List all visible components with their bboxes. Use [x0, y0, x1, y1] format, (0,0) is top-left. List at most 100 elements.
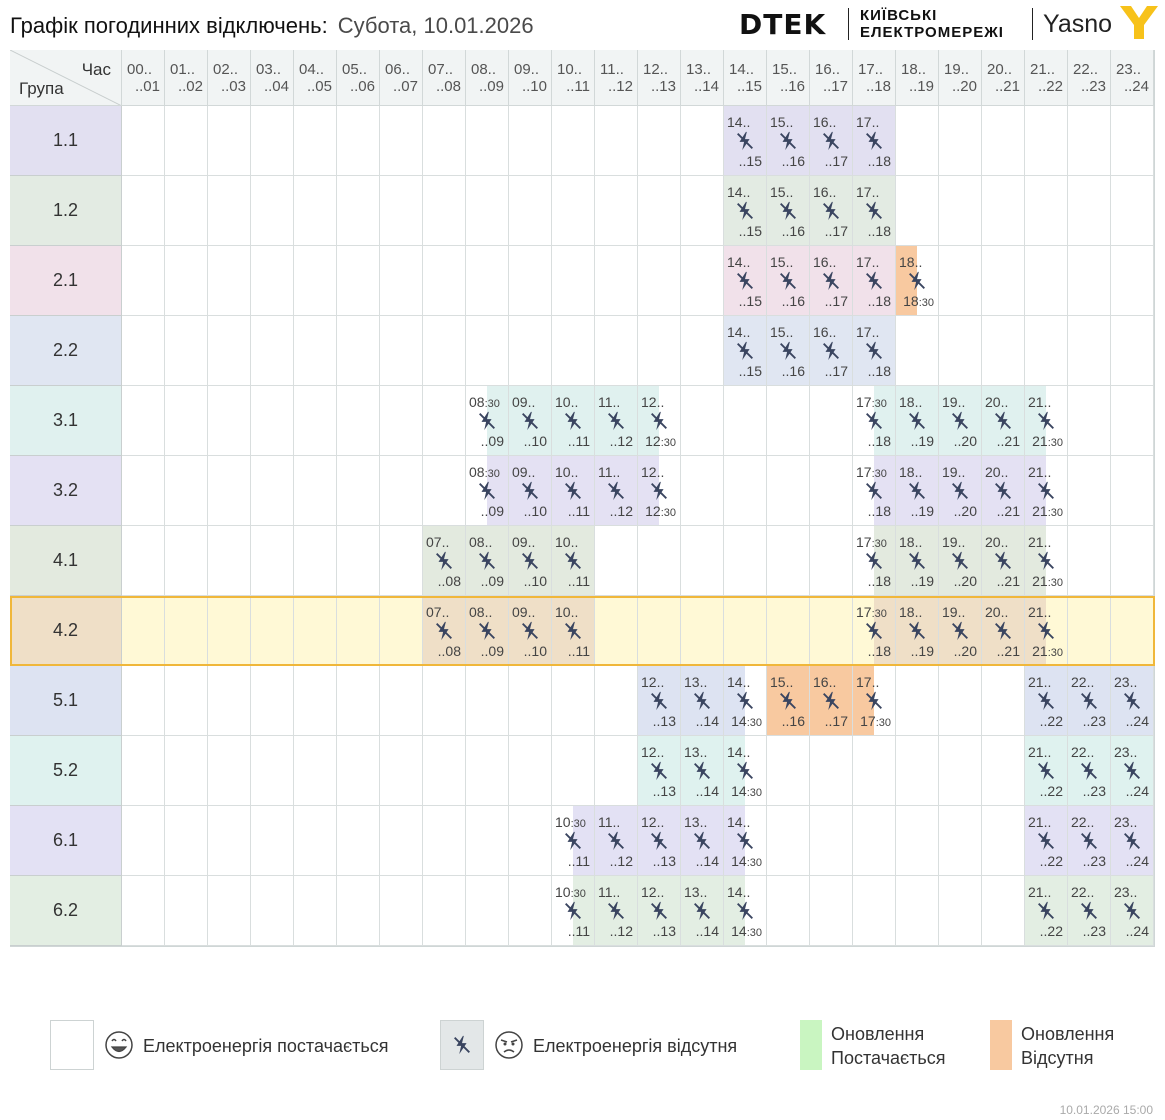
outage-start: 10..: [555, 534, 578, 550]
schedule-cell: [509, 806, 552, 876]
outage-start: 20..: [985, 464, 1008, 480]
outage-cell: 19.. ..20: [939, 386, 982, 456]
outage-end: ..14: [696, 713, 719, 729]
outage-end: ..11: [568, 573, 590, 589]
schedule-cell: [509, 876, 552, 946]
schedule-cell: [208, 596, 251, 666]
outage-start-hour: 10..: [555, 464, 579, 480]
outage-start-hour: 16..: [813, 114, 837, 130]
outage-start-hour: 12..: [641, 464, 665, 480]
schedule-cell: [896, 666, 939, 736]
schedule-cell: [638, 176, 681, 246]
no-power-icon: [820, 200, 842, 222]
outage-end-hour: ..24: [1125, 783, 1149, 799]
outage-start: 18..: [899, 534, 922, 550]
schedule-cell: [251, 876, 294, 946]
schedule-cell: [767, 736, 810, 806]
outage-end-minutes: :30: [1047, 437, 1063, 449]
outage-start-hour: 12..: [641, 674, 665, 690]
outage-end-hour: ..20: [953, 503, 977, 519]
outage-end: ..22: [1040, 783, 1063, 799]
outage-end-hour: 12: [645, 503, 661, 519]
no-power-icon: [562, 900, 584, 922]
outage-end: ..13: [653, 713, 676, 729]
outage-start-hour: 08..: [469, 534, 493, 550]
hour-header: 04.. ..05: [294, 50, 337, 106]
outage-fill: [724, 806, 745, 875]
no-power-icon: [454, 1035, 470, 1055]
outage-start: 12..: [641, 394, 664, 410]
outage-end-hour: ..11: [567, 643, 590, 659]
hour-end: ..19: [908, 78, 934, 95]
outage-start: 17..: [856, 674, 879, 690]
schedule-cell: [724, 386, 767, 456]
outage-start: 14..: [727, 254, 750, 270]
outage-cell: 22.. ..23: [1068, 666, 1111, 736]
outage-end-hour: ..23: [1082, 853, 1106, 869]
outage-start: 23..: [1114, 814, 1137, 830]
hour-start: 19..: [944, 61, 970, 78]
schedule-cell: [208, 666, 251, 736]
schedule-cell: [122, 526, 165, 596]
outage-end: 21:30: [1032, 503, 1063, 519]
legend: Електроенергія постачається Електроенерг…: [0, 1010, 1165, 1080]
schedule-cell: [294, 456, 337, 526]
outage-start: 12..: [641, 744, 664, 760]
schedule-cell: [982, 106, 1025, 176]
outage-start: 21..: [1028, 394, 1051, 410]
outage-cell: 11.. ..12: [595, 456, 638, 526]
schedule-cell: [1068, 596, 1111, 666]
outage-end-hour: ..16: [781, 293, 805, 309]
outage-end-hour: ..21: [996, 573, 1020, 589]
outage-end: ..09: [481, 433, 504, 449]
outage-cell: 19.. ..20: [939, 456, 982, 526]
schedule-cell: [423, 736, 466, 806]
hour-end: ..18: [865, 78, 891, 95]
outage-end: ..24: [1126, 923, 1149, 939]
outage-end-hour: ..18: [867, 433, 891, 449]
no-power-icon: [863, 410, 885, 432]
outage-end: ..20: [954, 573, 977, 589]
no-power-icon: [777, 200, 799, 222]
outage-cell: 22.. ..23: [1068, 806, 1111, 876]
outage-end-hour: ..18: [867, 223, 891, 239]
hour-header: 23.. ..24: [1111, 50, 1154, 106]
outage-start: 17..: [856, 324, 879, 340]
hour-start: 06..: [385, 61, 411, 78]
outage-start-hour: 18..: [899, 254, 923, 270]
no-power-icon: [863, 340, 885, 362]
outage-start: 08..: [469, 604, 492, 620]
schedule-cell: [939, 316, 982, 386]
outage-start-hour: 12..: [641, 884, 665, 900]
outage-end-hour: ..09: [480, 573, 504, 589]
schedule-cell: [165, 176, 208, 246]
outage-start: 18..: [899, 604, 922, 620]
outage-cell: 22.. ..23: [1068, 736, 1111, 806]
outage-end: ..23: [1083, 923, 1106, 939]
outage-end: ..09: [481, 643, 504, 659]
schedule-cell: [380, 106, 423, 176]
outage-end-hour: ..18: [867, 573, 891, 589]
outage-end: ..17: [825, 363, 848, 379]
outage-end-hour: ..17: [824, 223, 848, 239]
hour-header: 09.. ..10: [509, 50, 552, 106]
schedule-cell: [337, 246, 380, 316]
outage-end-hour: ..23: [1082, 713, 1106, 729]
outage-end-hour: ..15: [738, 293, 762, 309]
outage-end-minutes: :30: [660, 437, 676, 449]
outage-end-hour: ..19: [910, 573, 934, 589]
outage-end-hour: 12: [645, 433, 661, 449]
outage-end-hour: ..22: [1039, 923, 1063, 939]
outage-start-hour: 22..: [1071, 884, 1095, 900]
outage-start: 15..: [770, 114, 793, 130]
outage-start: 14..: [727, 814, 750, 830]
outage-cell: 20.. ..21: [982, 526, 1025, 596]
schedule-cell: [896, 876, 939, 946]
outage-start-hour: 21..: [1028, 534, 1052, 550]
no-power-icon: [648, 410, 670, 432]
no-power-icon: [1121, 760, 1143, 782]
title-text: Графік погодинних відключень:: [10, 13, 328, 38]
no-power-icon: [648, 900, 670, 922]
legend-update-off-label: Оновлення Відсутня: [1021, 1022, 1114, 1070]
outage-start-hour: 10: [555, 884, 571, 900]
